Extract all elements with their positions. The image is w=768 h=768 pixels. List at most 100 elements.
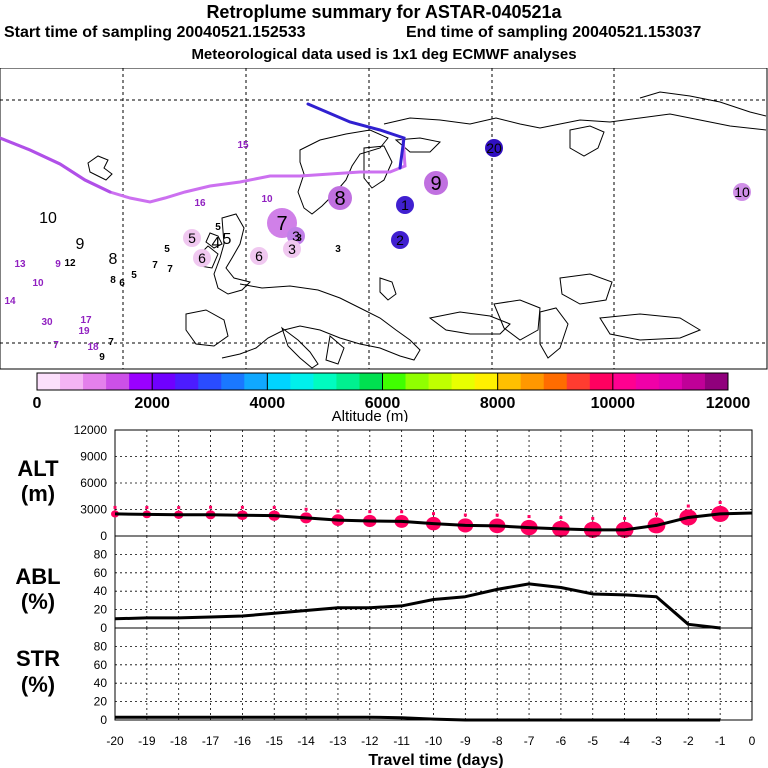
map-label: 2 (391, 231, 409, 249)
x-tick-label: -4 (619, 734, 630, 748)
colorbar-cell (566, 373, 591, 390)
y-tick-label: 20 (94, 695, 108, 709)
x-tick-label: -2 (683, 734, 694, 748)
x-tick-label: -8 (492, 734, 503, 748)
panels-content: 030006000900012000020406080020406080-20-… (74, 423, 756, 748)
colorbar-cell (152, 373, 176, 390)
colorbar-cell (635, 373, 660, 390)
trajectory-marker (328, 186, 352, 210)
abl-unit: (%) (21, 589, 55, 614)
colorbar-cell (313, 373, 337, 390)
met-data-note: Meteorological data used is 1x1 deg ECMW… (191, 46, 577, 63)
map-label-text: 10 (734, 184, 750, 200)
map-label: 6 (193, 249, 211, 267)
x-tick-label: -3 (651, 734, 662, 748)
y-tick-label: 20 (94, 603, 108, 617)
series-line-str (115, 715, 721, 722)
alt-marker-spread (559, 516, 563, 520)
colorbar-cell (405, 373, 430, 390)
series-line-abl (114, 582, 721, 630)
map-label: 8 (110, 275, 116, 286)
x-tick-label: -9 (460, 734, 471, 748)
alt-marker-spread (527, 515, 531, 519)
map-label-text: 7 (152, 260, 158, 271)
x-tick-label: 0 (749, 734, 756, 748)
x-tick-label: -6 (556, 734, 567, 748)
map-label-text: 3 (288, 241, 296, 257)
map-label-text: 10 (39, 210, 57, 227)
map-label-text: 5 (215, 222, 221, 233)
colorbar-cell (658, 373, 683, 390)
colorbar-cell (451, 373, 476, 390)
colorbar-tick-label: 2000 (134, 395, 170, 412)
panel-abl: 0 20 40 60 80 (94, 535, 753, 635)
map-label-text: 3 (335, 244, 341, 255)
alt-marker-spread (368, 510, 372, 514)
map-label: 30 (41, 317, 53, 328)
colorbar-tick-labels: 0 2000 4000 6000 8000 10000 12000 (33, 395, 751, 412)
x-tick-label: -20 (106, 734, 124, 748)
map-label: 5 (131, 270, 137, 281)
map-label: 12 (64, 258, 76, 269)
map-label-text: 12 (64, 258, 76, 269)
panel-str: 0 20 40 60 80 (94, 627, 753, 727)
map-label-text: 7 (108, 337, 114, 348)
y-tick-label: 40 (94, 584, 108, 598)
trajectory-marker (283, 240, 301, 258)
alt-unit: (m) (21, 481, 55, 506)
colorbar-cell (497, 373, 522, 390)
map-label: 7 (167, 264, 173, 275)
series-line-alt (114, 511, 753, 532)
map-label: 8 (328, 186, 352, 210)
colorbar-cell (681, 373, 706, 390)
map-label-text: 18 (87, 342, 99, 353)
map-label-text: 8 (334, 188, 345, 210)
map-label: 13 (14, 259, 26, 270)
colorbar-tick-label: 12000 (706, 395, 751, 412)
alt-marker-spread (591, 516, 595, 520)
map-label: 17 (80, 315, 92, 326)
map-label-text: 5 (164, 244, 170, 255)
alt-marker-spread (623, 516, 627, 520)
y-tick-label: 0 (100, 713, 107, 727)
abl-label: ABL (15, 564, 60, 589)
alt-marker-spread (432, 512, 435, 516)
alt-marker-spread (463, 513, 467, 517)
map-label-text: 3 (296, 233, 302, 244)
end-time: End time of sampling 20040521.153037 (406, 24, 702, 41)
trajectory-marker (424, 171, 448, 195)
map-label: 18 (87, 342, 99, 353)
map-label-text: 13 (14, 259, 26, 270)
map-label-text: 6 (255, 248, 263, 264)
alt-marker-spread (240, 505, 244, 509)
x-tick-label: -17 (202, 734, 220, 748)
x-tick-label: -18 (170, 734, 188, 748)
y-tick-label: 60 (94, 566, 108, 580)
map-label-text: 7 (53, 340, 59, 351)
map-label-text: 30 (41, 317, 53, 328)
colorbar-cell (359, 373, 383, 390)
trajectory-marker (183, 229, 201, 247)
x-tick-label: -15 (266, 734, 284, 748)
map-label: 3 (335, 244, 341, 255)
map-label-text: 5 (188, 230, 196, 246)
map-label: 5 (164, 244, 170, 255)
map-label: 10 (261, 194, 273, 205)
y-tick-label: 80 (94, 547, 108, 561)
map-label-text: 4 (212, 235, 221, 252)
map-label-text: 10 (261, 194, 273, 205)
colorbar-cell (106, 373, 130, 390)
map-label-text: 20 (486, 140, 502, 156)
trajectory-lines (0, 102, 407, 204)
map-label: 15 (237, 140, 249, 151)
y-tick-label: 9000 (80, 450, 107, 464)
colorbar-cell (129, 373, 153, 390)
alt-marker-spread (654, 512, 658, 516)
alt-marker-spread (145, 506, 149, 510)
colorbar-tick-label: 0 (33, 395, 42, 412)
y-tick-label: 6000 (80, 476, 107, 490)
map-label: 5 (223, 231, 232, 248)
map-label: 7 (53, 340, 59, 351)
